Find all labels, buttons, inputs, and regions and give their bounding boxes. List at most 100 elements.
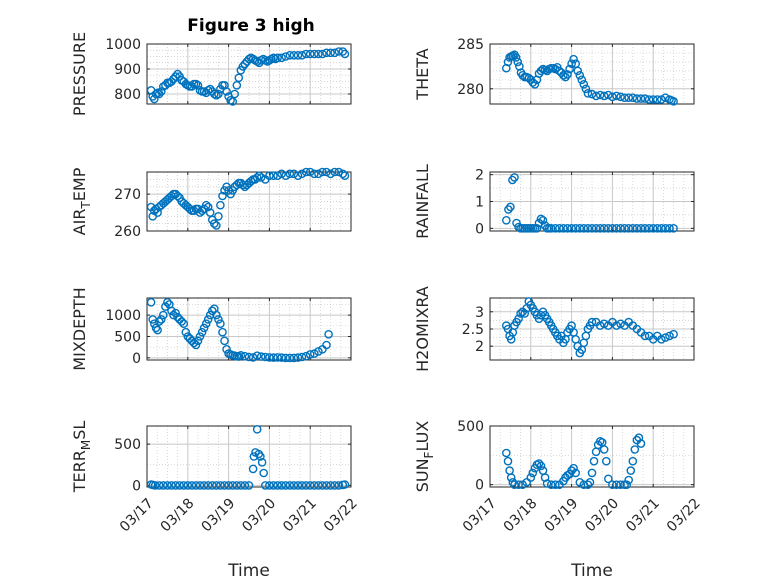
y-axis-label: PRESSURE [70,32,89,116]
terr-msl-data-point [326,481,335,490]
pressure-data-point [173,69,182,79]
theta-data-point [565,64,574,74]
mixdepth-data-point [293,353,303,362]
theta-data-point [644,95,654,104]
y-tick-label: 2 [475,339,484,355]
terr-msl-data-point [260,481,270,490]
y-tick-label: 2.5 [462,322,484,338]
theta-data-point [563,70,572,79]
theta-data-point [567,59,576,69]
sun-flux-data-point [534,459,544,468]
rainfall-data-point [508,175,517,185]
pressure-data-point [238,62,248,71]
mixdepth-data-point [218,327,227,337]
y-tick-label: 270 [114,187,141,203]
axes-box [489,43,695,105]
rainfall-data-point [510,173,519,182]
pressure-data-point [314,49,323,59]
mixdepth-data-point [236,350,246,360]
pressure-data-point [293,51,303,60]
theta-data-point [648,95,658,104]
mixdepth-data-point [171,308,180,318]
terr-msl-data-point [297,481,307,490]
rainfall-data-point [501,215,511,225]
mixdepth-data-point [322,340,331,350]
rainfall-data-point [648,223,658,233]
air-temp-data-point [277,169,286,179]
theta-data-point [599,91,609,101]
mixdepth-data-point [163,297,172,307]
air-temp-data-point [297,169,307,179]
pressure-data-point [289,51,299,60]
pressure-data-point [297,51,307,60]
terr-msl-data-point [265,481,274,490]
terr-msl-data-point [269,481,278,490]
sun-flux-data-point [624,475,634,485]
rainfall-data-point [599,223,609,233]
sun-flux-data-point [622,480,632,490]
theta-data-point [536,66,546,76]
h2omixra-data-point [587,317,597,327]
rainfall-data-point [665,223,674,233]
air-temp-data-point [314,169,323,179]
h2omixra-data-point [657,334,666,344]
pressure-data-point [212,91,221,100]
sun-flux-data-point [616,480,625,490]
rainfall-data-point [567,223,576,233]
sun-flux-data-point [567,466,576,475]
y-axis-label: RAINFALL [413,164,432,239]
pressure-data-point [273,53,282,63]
terr-msl-data-point [277,481,286,490]
pressure-data-point [232,81,242,90]
air-temp-data-point [285,169,295,179]
pressure-data-point [326,48,335,58]
terr-msl-data-point [187,481,197,490]
air-temp-data-point [318,167,327,177]
theta-data-point [587,89,597,99]
y-tick-label: 1 [475,195,484,211]
y-axis-label: THETA [413,48,432,100]
terr-msl-data-point [244,481,254,490]
pressure-data-point [338,47,348,56]
axes-box [146,171,352,232]
mixdepth-data-point [273,353,282,362]
sun-flux-data-point [536,461,546,471]
mixdepth-data-point [277,353,286,362]
mixdepth-data-point [324,329,333,339]
sun-flux-data-point [571,468,581,478]
mixdepth-data-point [191,340,201,350]
y-axis-label: MIXDEPTH [70,287,89,370]
rainfall-data-point [632,223,642,233]
h2omixra-subplot: 22.53 H2OMIXRA [413,286,695,372]
air-temp-data-point [153,208,162,217]
y-tick-label: 280 [457,82,484,98]
terr-msl-data-point [322,481,331,490]
air-temp-data-point [201,200,211,210]
rainfall-subplot: 0 1 2 RAINFALL [413,164,695,239]
sun-flux-data-point [626,466,636,475]
theta-data-point [573,66,583,76]
sun-flux-data-point [569,463,578,473]
terr-msl-data-point [150,481,160,490]
mixdepth-data-point [244,352,254,362]
air-temp-data-point [214,211,223,221]
air-temp-data-point [254,171,264,180]
h2omixra-data-point [640,331,650,341]
air-temp-data-point [265,171,274,180]
pressure-data-point [281,52,291,61]
rainfall-data-point [640,223,650,233]
terr-msl-data-point [334,481,344,490]
pressure-data-point [205,84,215,94]
theta-data-point [551,64,560,74]
air-temp-data-point [326,169,335,179]
mixdepth-data-point [212,310,221,320]
theta-data-point [569,54,578,64]
rainfall-data-point [591,223,601,233]
terr-msl-data-point [240,481,250,490]
rainfall-data-point [538,215,548,225]
pressure-data-point [305,49,315,59]
theta-data-point [608,92,617,102]
theta-data-point [581,84,591,94]
air-temp-data-point [167,191,176,201]
terr-msl-data-point [191,481,201,490]
